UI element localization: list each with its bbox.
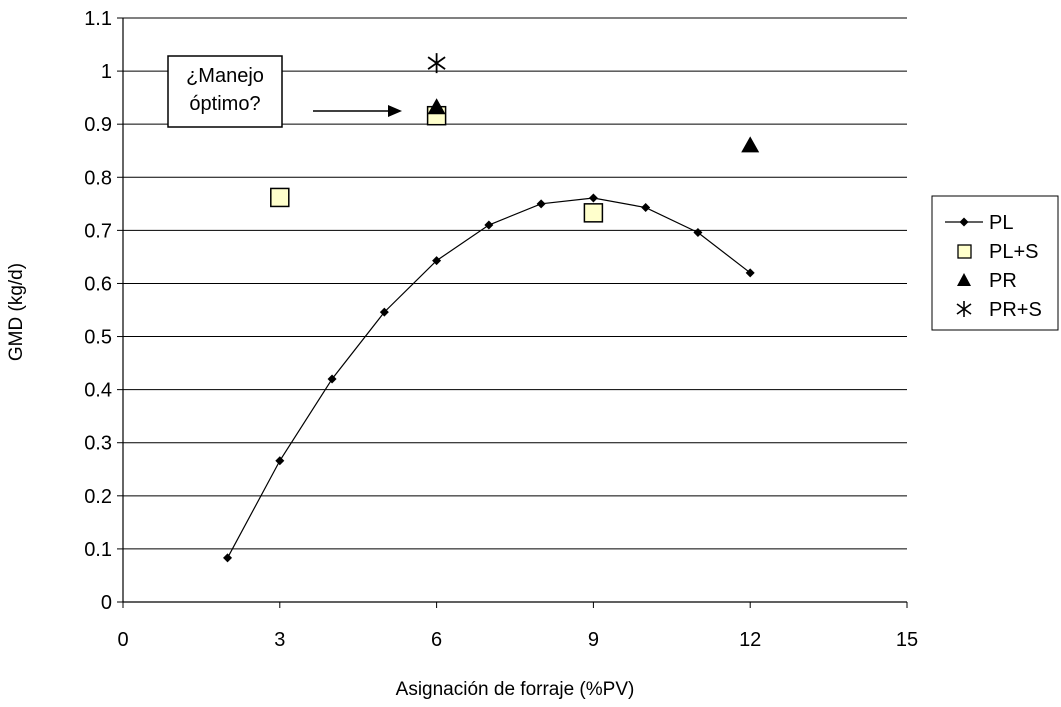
legend-label-pl: PL xyxy=(989,212,1013,234)
point-pl-s-0 xyxy=(270,187,290,208)
annotation-line-2: óptimo? xyxy=(189,93,260,115)
gridlines xyxy=(123,17,907,550)
point-pr-s-0-d2 xyxy=(427,56,446,70)
axes: 0 0.1 0.2 0.3 0.4 0.5 0.6 0.7 0.8 0.9 1 1.1 0 3 6 9 12 15 xyxy=(84,8,918,651)
y-tick-label-7: 0.7 xyxy=(84,220,112,242)
point-pl-9 xyxy=(693,227,703,237)
point-pl-3 xyxy=(379,307,389,317)
series-pl-line xyxy=(227,197,751,559)
point-pl-2 xyxy=(327,374,337,384)
legend-label-pl-s: PL+S xyxy=(989,241,1038,263)
point-pr-1 xyxy=(741,136,760,153)
annotation: ¿Manejo óptimo? xyxy=(167,55,402,128)
point-pl-8 xyxy=(641,203,651,213)
point-pr-0 xyxy=(427,98,446,115)
y-tick-label-8: 0.8 xyxy=(84,167,112,189)
point-pl-6 xyxy=(536,199,546,209)
x-tick-label-3: 9 xyxy=(588,629,599,651)
y-tick-label-9: 0.9 xyxy=(84,114,112,136)
x-tick-label-0: 0 xyxy=(117,629,128,651)
annotation-arrowhead xyxy=(388,105,402,117)
plot-series xyxy=(223,53,760,563)
y-tick-label-10: 1 xyxy=(101,61,112,83)
y-tick-label-5: 0.5 xyxy=(84,327,112,349)
point-pl-4 xyxy=(432,256,442,266)
x-tick-label-4: 12 xyxy=(739,629,761,651)
legend-marker-pl xyxy=(959,217,969,227)
y-tick-label-2: 0.2 xyxy=(84,486,112,508)
x-tick-label-5: 15 xyxy=(896,629,918,651)
legend-marker-pr-s xyxy=(956,301,972,317)
x-tick-label-2: 6 xyxy=(431,629,442,651)
annotation-line-1: ¿Manejo xyxy=(186,65,264,87)
point-pl-1 xyxy=(275,456,285,466)
legend-box xyxy=(931,195,1059,331)
y-tick-label-3: 0.3 xyxy=(84,433,112,455)
point-pl-10 xyxy=(745,268,755,278)
annotation-box xyxy=(167,55,283,128)
y-tick-label-11: 1.1 xyxy=(84,8,112,30)
legend: PL PL+S PR PR+S xyxy=(931,195,1059,331)
legend-label-pr: PR xyxy=(989,270,1017,292)
y-tick-label-0: 0 xyxy=(101,592,112,614)
point-pl-7 xyxy=(588,193,598,203)
point-pl-s-2 xyxy=(583,203,604,223)
legend-marker-pl-s xyxy=(957,244,972,259)
y-axis-title: GMD (kg/d) xyxy=(6,263,27,361)
y-tick-label-6: 0.6 xyxy=(84,273,112,295)
axis-titles: Asignación de forraje (%PV) GMD (kg/d) xyxy=(6,263,634,700)
point-pr-s-0 xyxy=(427,53,446,74)
legend-label-pr-s: PR+S xyxy=(989,299,1042,321)
y-tick-label-4: 0.4 xyxy=(84,380,112,402)
legend-marker-pr-s-d2 xyxy=(956,303,972,315)
point-pl-0 xyxy=(223,553,233,563)
x-tick-label-1: 3 xyxy=(274,629,285,651)
x-axis-title: Asignación de forraje (%PV) xyxy=(396,679,635,700)
point-pl-5 xyxy=(484,220,494,230)
legend-marker-pr xyxy=(957,273,971,286)
y-tick-label-1: 0.1 xyxy=(84,539,112,561)
